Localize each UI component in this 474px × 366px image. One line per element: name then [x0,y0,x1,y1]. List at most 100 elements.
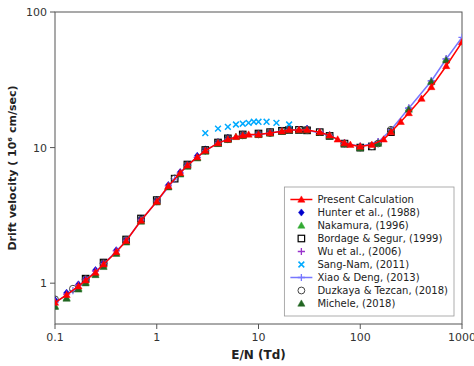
data-point [266,129,273,135]
data-point [286,127,292,133]
data-point [232,133,239,139]
series-line [55,42,462,302]
legend-label: Bordage & Segur, (1999) [317,233,442,244]
data-point [214,139,221,145]
data-point [225,124,231,130]
data-point [225,134,231,141]
data-point [240,121,246,127]
chart: 0.11101001000110100E/N (Td)Drift velocit… [0,0,474,366]
series [55,125,310,304]
x-tick-label: 10 [252,331,266,344]
data-point [63,291,70,298]
series [55,57,450,310]
x-tick [360,324,361,329]
data-point [55,299,59,305]
legend-marker [298,196,305,202]
data-point [137,217,144,223]
data-point [295,126,302,132]
data-point [347,141,354,147]
data-point [165,182,172,188]
y-tick [50,147,55,148]
legend-marker [298,262,304,268]
data-point [341,139,348,145]
legend-marker [298,274,305,281]
data-point [418,95,425,101]
data-point [202,147,209,154]
legend-box [284,187,454,316]
data-point [397,118,404,124]
data-point [255,131,262,137]
legend-label: Michele, (2018) [317,298,395,309]
data-point [380,136,387,142]
data-point [316,129,323,135]
data-point [202,147,209,154]
data-point [264,119,270,125]
legend-label: Duzkaya & Tezcan, (2018) [317,285,448,296]
x-tick-label: 1 [153,331,160,344]
data-point [214,140,221,146]
data-point [63,291,70,297]
data-point [304,125,310,132]
data-point [202,130,208,136]
x-tick [258,324,259,329]
legend-marker [298,209,304,216]
data-point [286,126,293,132]
data-point [326,132,333,138]
data-point [214,139,221,146]
x-tick-label: 100 [350,331,371,344]
data-point [326,133,332,139]
series-line [55,37,462,302]
legend-label: Wu et al., (2006) [317,246,401,257]
legend-marker [298,222,305,228]
data-point [194,154,201,160]
data-point [341,139,348,146]
data-point [177,169,184,175]
data-point [256,119,262,125]
legend: Present CalculationHunter et al., (1988)… [284,187,454,316]
y-axis-label: Drift velocity ( 10⁶ cm/sec) [6,85,19,250]
data-point [184,162,191,168]
legend-marker [298,248,305,255]
data-point [246,120,252,126]
data-point [202,147,209,153]
legend-label: Xiao & Deng, (2013) [317,272,419,283]
legend-marker [298,287,305,294]
data-point [326,133,333,139]
data-point [296,127,302,133]
data-point [326,132,333,139]
data-point [233,122,239,128]
data-point [458,38,462,44]
data-point [357,143,364,149]
data-point [245,131,252,137]
x-tick [55,324,56,329]
y-tick-label: 10 [33,142,47,155]
data-point [92,269,99,275]
data-point [304,127,311,134]
data-point [334,136,341,142]
data-point [278,128,285,134]
plot-frame [55,12,462,324]
data-point [215,126,221,132]
data-point [214,140,221,146]
legend-label: Sang-Nam, (2011) [317,259,409,270]
data-point [304,127,310,133]
data-point [387,129,394,135]
x-axis-label: E/N (Td) [231,348,286,362]
data-point [405,109,412,115]
data-point [317,129,323,135]
data-point [286,125,292,132]
data-point [443,62,450,68]
data-point [184,161,190,167]
y-tick [50,12,55,13]
data-point [224,136,231,142]
plot-area [55,34,462,310]
y-tick-label: 1 [40,277,47,290]
data-point [113,248,120,254]
data-point [75,283,82,289]
x-tick-label: 1000 [448,331,474,344]
series [55,55,450,305]
legend-label: Hunter et al., (1988) [317,207,420,218]
x-tick [462,324,463,329]
data-point [214,140,221,147]
data-point [274,120,280,126]
